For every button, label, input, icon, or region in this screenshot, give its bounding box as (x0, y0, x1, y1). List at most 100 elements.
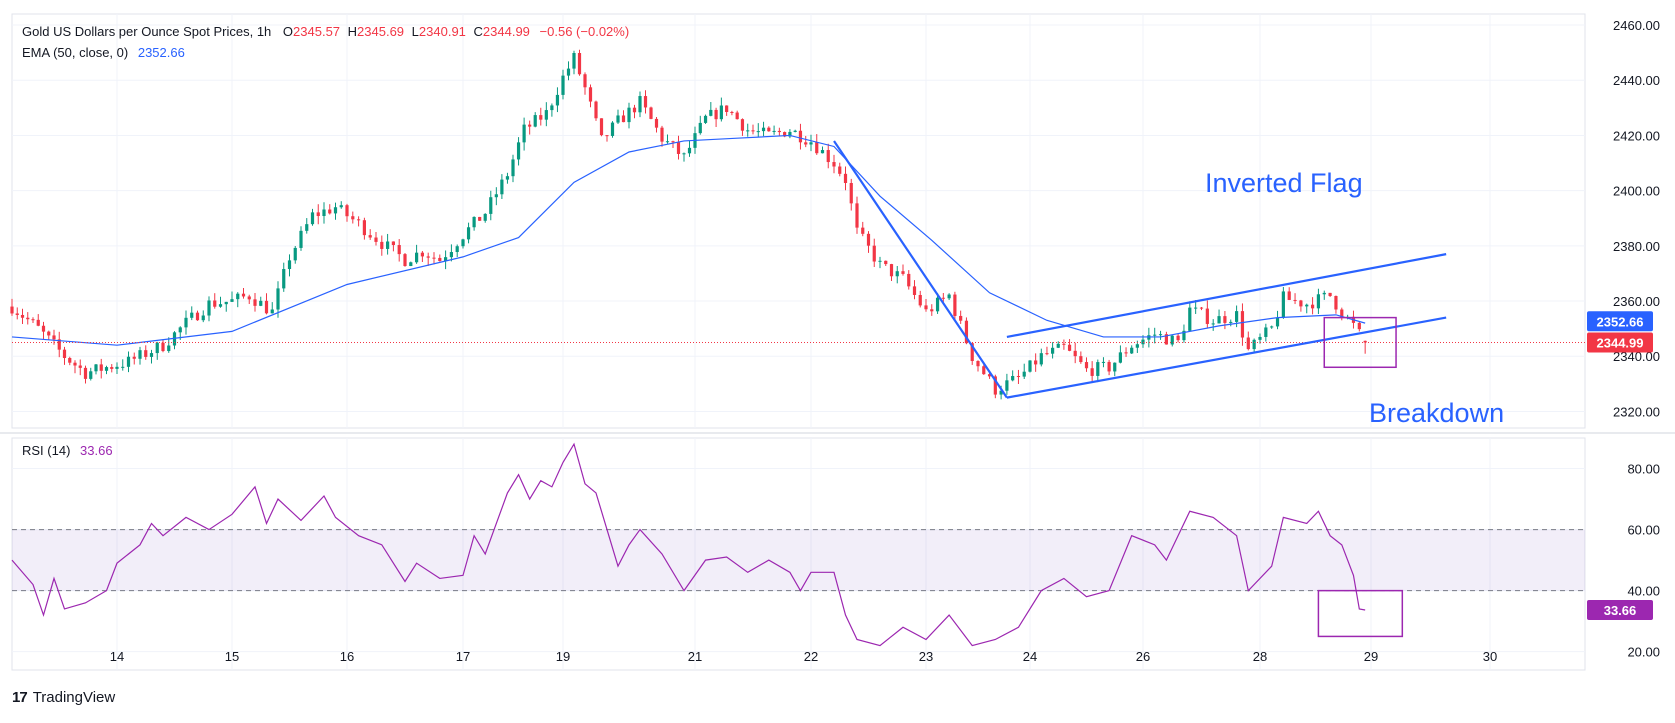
candle[interactable] (1252, 338, 1256, 352)
candle[interactable] (1357, 321, 1361, 332)
candle[interactable] (247, 294, 251, 305)
candle[interactable] (665, 134, 670, 144)
candle[interactable] (804, 135, 808, 148)
candle[interactable] (426, 252, 430, 266)
candle[interactable] (632, 104, 637, 119)
candle[interactable] (1158, 330, 1163, 340)
candle[interactable] (605, 134, 609, 142)
candle[interactable] (907, 270, 911, 290)
candle[interactable] (62, 346, 67, 365)
candle[interactable] (357, 216, 361, 227)
candle[interactable] (901, 264, 905, 276)
candle[interactable] (144, 345, 148, 360)
candle[interactable] (1034, 353, 1038, 372)
flag-pole-line[interactable] (833, 140, 1008, 399)
candle[interactable] (1079, 351, 1083, 364)
candle[interactable] (41, 321, 46, 340)
candle[interactable] (735, 110, 739, 120)
candle[interactable] (403, 252, 407, 267)
candle[interactable] (566, 61, 571, 81)
candle[interactable] (1051, 342, 1055, 359)
candle[interactable] (1322, 290, 1326, 300)
candle[interactable] (746, 123, 750, 137)
candle[interactable] (767, 126, 771, 132)
candle[interactable] (1164, 331, 1168, 345)
candle[interactable] (751, 124, 755, 135)
candle[interactable] (516, 137, 521, 166)
candle[interactable] (1293, 293, 1297, 305)
candle[interactable] (472, 216, 476, 231)
candle[interactable] (616, 109, 620, 125)
candle[interactable] (1153, 327, 1157, 344)
candle[interactable] (494, 187, 498, 206)
candle[interactable] (1022, 363, 1026, 380)
candle[interactable] (1205, 300, 1209, 328)
candle[interactable] (339, 201, 343, 209)
candle[interactable] (588, 84, 593, 108)
candle[interactable] (924, 299, 928, 312)
candle[interactable] (1130, 345, 1134, 355)
candle[interactable] (316, 204, 320, 225)
candle[interactable] (599, 118, 604, 137)
candle[interactable] (583, 72, 587, 95)
candle[interactable] (544, 102, 548, 127)
candle[interactable] (855, 196, 859, 234)
candle[interactable] (930, 304, 934, 316)
candle[interactable] (577, 49, 582, 76)
candle[interactable] (798, 123, 803, 150)
candle[interactable] (126, 351, 131, 373)
candle[interactable] (351, 211, 355, 224)
candle[interactable] (386, 233, 390, 255)
candle[interactable] (213, 293, 217, 309)
candle[interactable] (368, 229, 372, 240)
candle[interactable] (777, 127, 781, 137)
candle[interactable] (172, 331, 177, 350)
candle[interactable] (10, 298, 14, 316)
candle[interactable] (719, 97, 723, 122)
candle-layer[interactable] (10, 49, 1367, 400)
annotation-layer[interactable]: Inverted Flag Breakdown (833, 140, 1504, 638)
candle[interactable] (282, 262, 286, 292)
candle[interactable] (466, 222, 471, 244)
candle[interactable] (572, 50, 576, 75)
candle[interactable] (47, 330, 51, 340)
candle[interactable] (299, 226, 303, 251)
candle[interactable] (682, 152, 686, 162)
candle[interactable] (115, 362, 119, 374)
candle[interactable] (201, 310, 205, 323)
candle[interactable] (489, 190, 493, 221)
candle[interactable] (57, 331, 61, 358)
candle[interactable] (138, 346, 142, 365)
candle[interactable] (73, 360, 77, 374)
candle[interactable] (1223, 311, 1227, 330)
candle[interactable] (155, 341, 159, 360)
candle[interactable] (1101, 357, 1106, 368)
candle[interactable] (872, 238, 876, 267)
candle[interactable] (438, 254, 442, 262)
candle[interactable] (555, 87, 560, 113)
candle[interactable] (1264, 323, 1268, 342)
candle[interactable] (889, 263, 894, 282)
candle[interactable] (104, 365, 109, 375)
candle[interactable] (528, 120, 532, 135)
candle[interactable] (594, 100, 598, 121)
candle[interactable] (772, 125, 776, 135)
candle[interactable] (976, 360, 980, 372)
candle[interactable] (89, 367, 93, 381)
candle[interactable] (31, 317, 35, 323)
candle[interactable] (224, 301, 228, 312)
candle[interactable] (345, 203, 349, 222)
candle[interactable] (820, 146, 825, 154)
candle[interactable] (878, 256, 882, 269)
candle[interactable] (1118, 345, 1122, 364)
candle[interactable] (1211, 319, 1215, 331)
candle[interactable] (1334, 295, 1338, 314)
candle[interactable] (1107, 359, 1111, 376)
channel-upper-line[interactable] (1006, 253, 1447, 339)
candle[interactable] (1199, 306, 1204, 311)
candle[interactable] (420, 250, 424, 263)
candle[interactable] (218, 296, 223, 308)
candle[interactable] (1005, 373, 1009, 395)
candle[interactable] (649, 106, 653, 120)
